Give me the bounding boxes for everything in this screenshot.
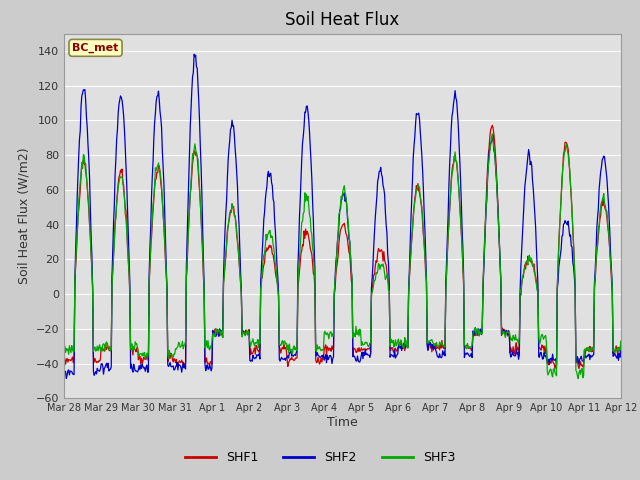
SHF3 <box>70 349 78 355</box>
SHF2 <box>428 345 436 350</box>
Line: SHF1: SHF1 <box>64 125 621 369</box>
SHF3 <box>410 205 418 211</box>
SHF3 <box>488 131 496 137</box>
SHF2 <box>617 344 625 350</box>
SHF1 <box>551 366 559 372</box>
SHF1 <box>488 122 496 128</box>
Line: SHF3: SHF3 <box>64 134 621 379</box>
SHF2 <box>215 334 223 339</box>
SHF3 <box>184 240 192 246</box>
Line: SHF2: SHF2 <box>64 54 621 378</box>
SHF1 <box>617 344 625 350</box>
SHF2 <box>63 375 70 381</box>
SHF3 <box>214 331 221 337</box>
SHF2 <box>412 120 419 126</box>
X-axis label: Time: Time <box>327 416 358 429</box>
Y-axis label: Soil Heat Flux (W/m2): Soil Heat Flux (W/m2) <box>17 148 30 284</box>
SHF1 <box>127 346 135 352</box>
SHF3 <box>127 341 135 347</box>
Text: BC_met: BC_met <box>72 43 119 53</box>
SHF3 <box>574 376 582 382</box>
Title: Soil Heat Flux: Soil Heat Flux <box>285 11 399 29</box>
Legend: SHF1, SHF2, SHF3: SHF1, SHF2, SHF3 <box>180 446 460 469</box>
SHF1 <box>410 204 418 209</box>
SHF1 <box>60 354 68 360</box>
SHF1 <box>184 237 192 242</box>
SHF3 <box>426 337 434 343</box>
SHF3 <box>60 350 68 356</box>
SHF2 <box>71 279 79 285</box>
SHF1 <box>426 345 434 351</box>
SHF1 <box>214 326 221 332</box>
SHF2 <box>190 51 198 57</box>
SHF2 <box>128 367 136 372</box>
SHF2 <box>60 367 68 373</box>
SHF3 <box>617 338 625 344</box>
SHF2 <box>185 179 193 184</box>
SHF1 <box>70 355 78 360</box>
